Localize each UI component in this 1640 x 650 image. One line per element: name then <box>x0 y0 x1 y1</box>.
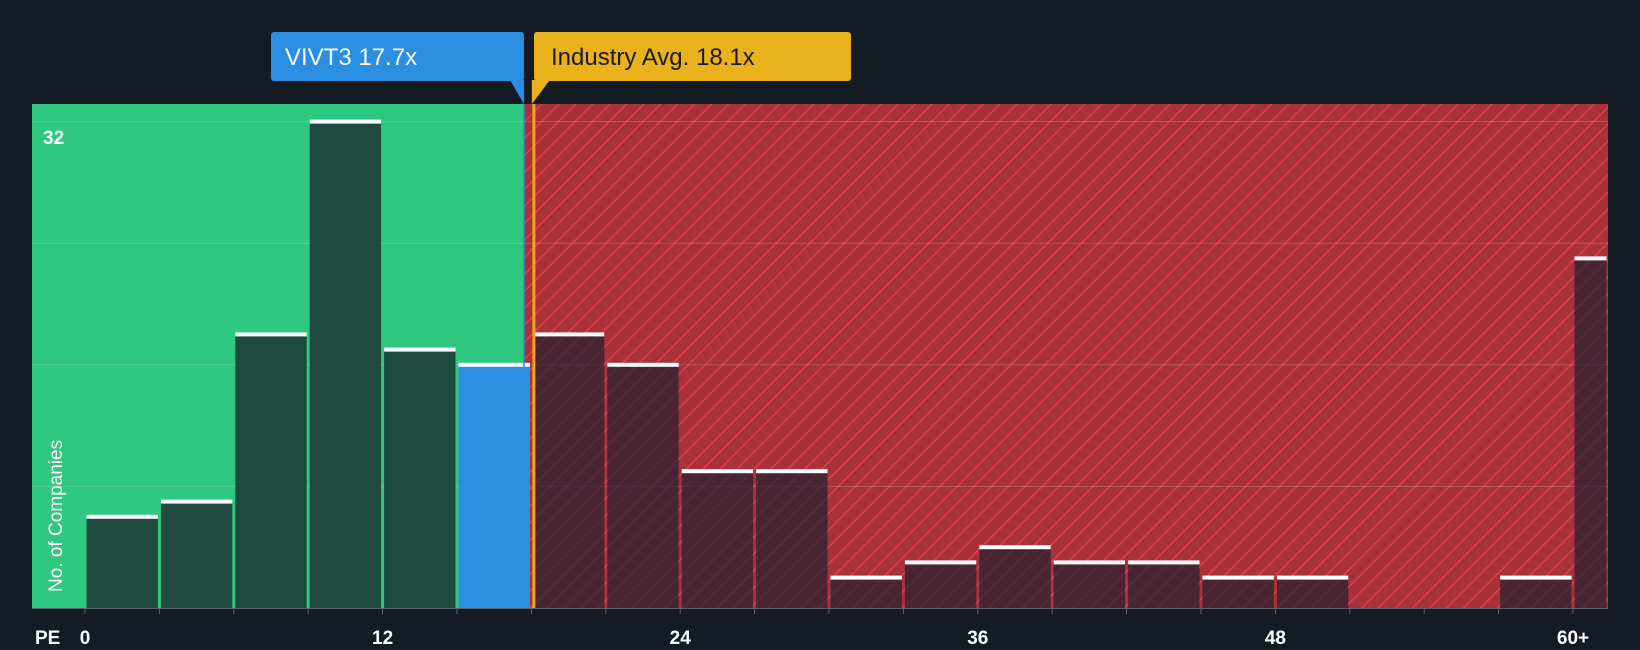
industry-callout-pointer <box>531 80 550 104</box>
histogram-bar-cap <box>532 332 605 337</box>
histogram-bar <box>904 562 977 608</box>
y-max-label: 32 <box>43 128 64 149</box>
histogram-bar-cap <box>384 347 456 352</box>
histogram-bar-cap <box>904 560 977 565</box>
histogram-bar <box>86 516 158 608</box>
company-callout-pointer <box>509 80 524 104</box>
histogram-bar <box>1053 562 1126 608</box>
company-callout-box <box>271 32 524 81</box>
y-axis-title: No. of Companies <box>46 440 67 592</box>
histogram-bar-cap <box>607 362 679 367</box>
x-tick-label: 36 <box>967 628 988 649</box>
histogram-bar <box>1128 562 1200 608</box>
histogram-bar <box>1574 258 1607 608</box>
x-tick-label: 12 <box>372 628 393 649</box>
histogram-bar-cap <box>309 119 382 124</box>
histogram-bar <box>607 364 679 608</box>
histogram-bar-cap <box>86 514 158 519</box>
histogram-bar-cap <box>1500 575 1572 580</box>
histogram-bar-cap <box>235 332 307 337</box>
histogram-bar-cap <box>160 499 233 504</box>
x-tick-label: 48 <box>1265 628 1286 649</box>
histogram-bar-cap <box>1574 256 1607 261</box>
x-axis-title: PE <box>35 628 60 649</box>
histogram-bar <box>830 577 902 608</box>
histogram-bar-cap <box>979 545 1051 550</box>
x-tick-label: 24 <box>670 628 692 649</box>
histogram-bar <box>309 121 382 608</box>
histogram-bar <box>458 364 530 608</box>
histogram-bar <box>384 349 456 608</box>
histogram-bar-cap <box>458 362 530 367</box>
histogram-bar-cap <box>1053 560 1126 565</box>
histogram-bar <box>1276 577 1349 608</box>
histogram-bar-cap <box>1202 575 1274 580</box>
x-tick-label: 0 <box>80 628 91 649</box>
histogram-bar-cap <box>1128 560 1200 565</box>
industry-callout-box <box>534 32 851 81</box>
histogram-bar <box>235 334 307 608</box>
histogram-bar <box>979 547 1051 608</box>
histogram-bar-cap <box>1276 575 1349 580</box>
histogram-bar <box>681 471 754 608</box>
histogram-bar <box>160 501 233 608</box>
x-tick-label: 60+ <box>1557 628 1589 649</box>
histogram-bar <box>532 334 605 608</box>
company-callout-label: VIVT3 17.7x <box>285 44 417 71</box>
industry-callout-label: Industry Avg. 18.1x <box>551 44 755 71</box>
histogram-bar-cap <box>830 575 902 580</box>
histogram-bar <box>1202 577 1274 608</box>
histogram-bar-cap <box>681 469 754 474</box>
histogram-bar <box>756 471 828 608</box>
histogram-bar-cap <box>756 469 828 474</box>
histogram-bar <box>1500 577 1572 608</box>
